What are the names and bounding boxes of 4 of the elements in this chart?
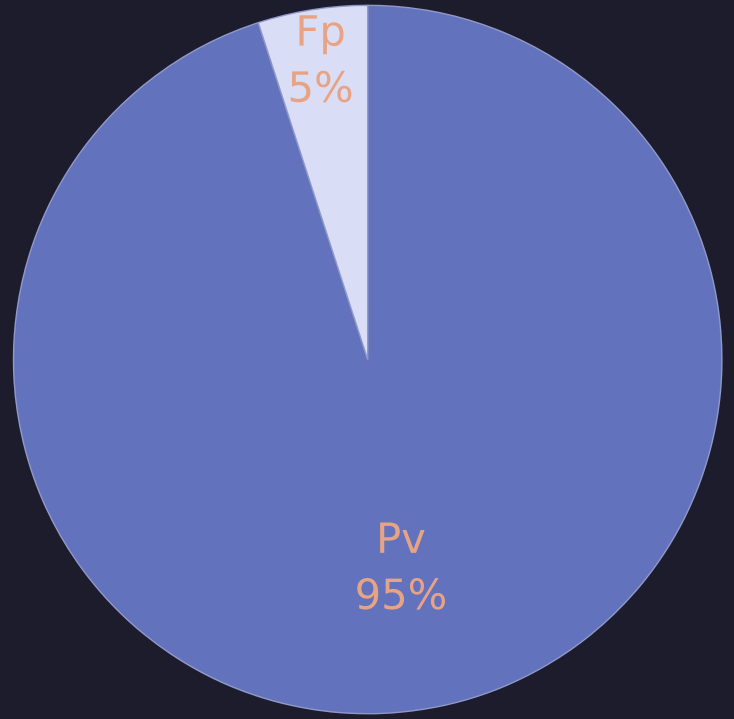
data-label: 5% [290, 70, 352, 102]
slice-label: Fp [299, 15, 344, 54]
data-label: 95% [357, 578, 445, 610]
slice-label: Pv [380, 522, 425, 553]
